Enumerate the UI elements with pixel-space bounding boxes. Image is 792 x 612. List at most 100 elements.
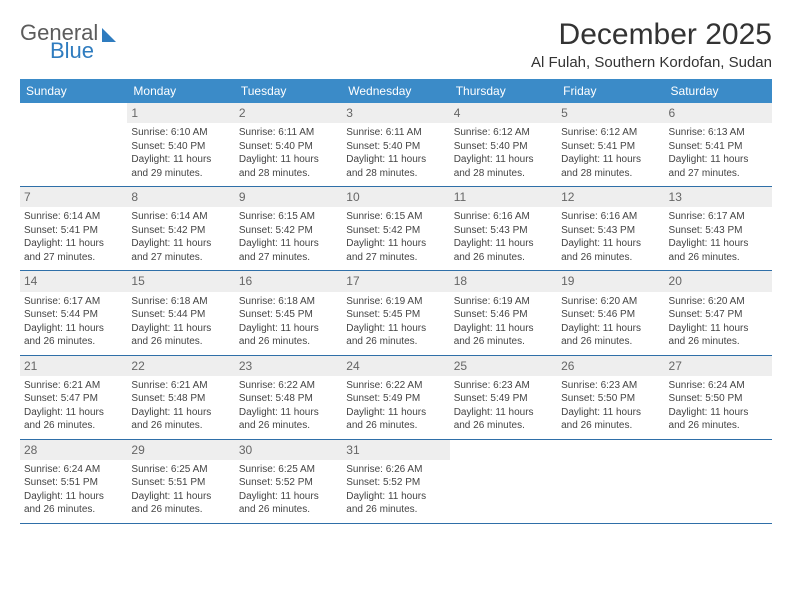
calendar-cell: 26Sunrise: 6:23 AMSunset: 5:50 PMDayligh… xyxy=(557,356,664,439)
calendar-cell: 18Sunrise: 6:19 AMSunset: 5:46 PMDayligh… xyxy=(450,271,557,354)
cell-line: Daylight: 11 hours xyxy=(24,322,123,336)
cell-line: Sunset: 5:40 PM xyxy=(131,140,230,154)
weekday-header: Thursday xyxy=(450,79,557,103)
calendar-cell: 28Sunrise: 6:24 AMSunset: 5:51 PMDayligh… xyxy=(20,440,127,523)
cell-line: Sunset: 5:52 PM xyxy=(346,476,445,490)
cell-line: Sunrise: 6:11 AM xyxy=(346,126,445,140)
cell-line: and 26 minutes. xyxy=(131,335,230,349)
day-number xyxy=(450,440,557,460)
cell-line: Daylight: 11 hours xyxy=(454,237,553,251)
cell-line: Sunrise: 6:17 AM xyxy=(669,210,768,224)
cell-line: and 28 minutes. xyxy=(346,167,445,181)
cell-line: and 27 minutes. xyxy=(669,167,768,181)
day-number: 24 xyxy=(342,356,449,376)
cell-line: Sunrise: 6:25 AM xyxy=(131,463,230,477)
cell-text: Sunrise: 6:23 AMSunset: 5:50 PMDaylight:… xyxy=(561,379,660,433)
cell-text: Sunrise: 6:21 AMSunset: 5:47 PMDaylight:… xyxy=(24,379,123,433)
day-number: 2 xyxy=(235,103,342,123)
calendar-cell: 7Sunrise: 6:14 AMSunset: 5:41 PMDaylight… xyxy=(20,187,127,270)
cell-line: Sunset: 5:42 PM xyxy=(131,224,230,238)
day-number: 6 xyxy=(665,103,772,123)
cell-line: Sunrise: 6:16 AM xyxy=(454,210,553,224)
calendar-cell: 21 Sunrise: 6:21 AMSunset: 5:47 PMDayligh… xyxy=(20,356,127,439)
cell-line: Daylight: 11 hours xyxy=(346,490,445,504)
calendar-row: 7Sunrise: 6:14 AMSunset: 5:41 PMDaylight… xyxy=(20,187,772,271)
cell-line: Sunrise: 6:15 AM xyxy=(239,210,338,224)
day-number: 20 xyxy=(665,271,772,291)
cell-line: Sunrise: 6:23 AM xyxy=(561,379,660,393)
calendar-cell: 12Sunrise: 6:16 AMSunset: 5:43 PMDayligh… xyxy=(557,187,664,270)
cell-line: and 26 minutes. xyxy=(24,419,123,433)
day-number: 21 xyxy=(20,356,127,376)
calendar-cell: 5Sunrise: 6:12 AMSunset: 5:41 PMDaylight… xyxy=(557,103,664,186)
cell-line: and 26 minutes. xyxy=(24,503,123,517)
cell-line: and 26 minutes. xyxy=(669,335,768,349)
cell-line: Sunset: 5:42 PM xyxy=(239,224,338,238)
cell-line: Sunset: 5:46 PM xyxy=(454,308,553,322)
cell-line: Daylight: 11 hours xyxy=(346,153,445,167)
cell-line: Sunset: 5:41 PM xyxy=(561,140,660,154)
day-number: 12 xyxy=(557,187,664,207)
cell-line: Sunrise: 6:20 AM xyxy=(669,295,768,309)
cell-line: and 26 minutes. xyxy=(454,419,553,433)
cell-line: Daylight: 11 hours xyxy=(669,322,768,336)
day-number: 13 xyxy=(665,187,772,207)
cell-line: Sunset: 5:50 PM xyxy=(669,392,768,406)
day-number: 4 xyxy=(450,103,557,123)
cell-line: and 28 minutes. xyxy=(239,167,338,181)
calendar-cell xyxy=(20,103,127,186)
cell-text: Sunrise: 6:20 AMSunset: 5:47 PMDaylight:… xyxy=(669,295,768,349)
calendar-cell: 24 Sunrise: 6:22 AMSunset: 5:49 PMDayligh… xyxy=(342,356,449,439)
cell-line: Sunset: 5:41 PM xyxy=(24,224,123,238)
cell-line: and 26 minutes. xyxy=(239,503,338,517)
cell-line: Daylight: 11 hours xyxy=(561,406,660,420)
cell-text: Sunrise: 6:13 AMSunset: 5:41 PMDaylight:… xyxy=(669,126,768,180)
calendar-cell: 6 Sunrise: 6:13 AMSunset: 5:41 PMDaylight… xyxy=(665,103,772,186)
calendar-cell: 16Sunrise: 6:18 AMSunset: 5:45 PMDayligh… xyxy=(235,271,342,354)
cell-line: Daylight: 11 hours xyxy=(239,153,338,167)
cell-text: Sunrise: 6:17 AMSunset: 5:43 PMDaylight:… xyxy=(669,210,768,264)
cell-line: and 26 minutes. xyxy=(669,419,768,433)
day-number: 17 xyxy=(342,271,449,291)
cell-line: Sunset: 5:52 PM xyxy=(239,476,338,490)
cell-text: Sunrise: 6:22 AMSunset: 5:48 PMDaylight:… xyxy=(239,379,338,433)
cell-line: and 27 minutes. xyxy=(131,251,230,265)
cell-line: Sunrise: 6:24 AM xyxy=(669,379,768,393)
calendar-row: 14 Sunrise: 6:17 AMSunset: 5:44 PMDayligh… xyxy=(20,271,772,355)
cell-line: Daylight: 11 hours xyxy=(131,490,230,504)
day-number: 31 xyxy=(342,440,449,460)
cell-line: and 26 minutes. xyxy=(239,335,338,349)
cell-line: and 26 minutes. xyxy=(561,251,660,265)
cell-text: Sunrise: 6:22 AMSunset: 5:49 PMDaylight:… xyxy=(346,379,445,433)
cell-line: Sunset: 5:43 PM xyxy=(454,224,553,238)
cell-line: and 29 minutes. xyxy=(131,167,230,181)
cell-line: and 28 minutes. xyxy=(561,167,660,181)
calendar-cell: 13 Sunrise: 6:17 AMSunset: 5:43 PMDayligh… xyxy=(665,187,772,270)
cell-text: Sunrise: 6:24 AMSunset: 5:51 PMDaylight:… xyxy=(24,463,123,517)
cell-text: Sunrise: 6:24 AMSunset: 5:50 PMDaylight:… xyxy=(669,379,768,433)
day-number: 14 xyxy=(20,271,127,291)
cell-text: Sunrise: 6:18 AMSunset: 5:45 PMDaylight:… xyxy=(239,295,338,349)
cell-line: Sunrise: 6:11 AM xyxy=(239,126,338,140)
cell-line: Daylight: 11 hours xyxy=(454,406,553,420)
cell-line: and 28 minutes. xyxy=(454,167,553,181)
location-text: Al Fulah, Southern Kordofan, Sudan xyxy=(531,54,772,71)
calendar-cell: 19Sunrise: 6:20 AMSunset: 5:46 PMDayligh… xyxy=(557,271,664,354)
cell-line: Sunset: 5:40 PM xyxy=(346,140,445,154)
cell-text: Sunrise: 6:15 AMSunset: 5:42 PMDaylight:… xyxy=(239,210,338,264)
cell-line: Daylight: 11 hours xyxy=(346,237,445,251)
cell-line: Sunrise: 6:18 AM xyxy=(131,295,230,309)
cell-line: and 26 minutes. xyxy=(131,419,230,433)
cell-line: Daylight: 11 hours xyxy=(239,322,338,336)
cell-text: Sunrise: 6:17 AMSunset: 5:44 PMDaylight:… xyxy=(24,295,123,349)
cell-line: Sunrise: 6:12 AM xyxy=(561,126,660,140)
day-number: 27 xyxy=(665,356,772,376)
cell-line: Sunrise: 6:19 AM xyxy=(346,295,445,309)
cell-text: Sunrise: 6:26 AMSunset: 5:52 PMDaylight:… xyxy=(346,463,445,517)
cell-line: Sunrise: 6:20 AM xyxy=(561,295,660,309)
cell-line: Sunset: 5:51 PM xyxy=(24,476,123,490)
title-block: December 2025 Al Fulah, Southern Kordofa… xyxy=(531,18,772,71)
cell-line: Sunset: 5:40 PM xyxy=(454,140,553,154)
cell-line: Sunset: 5:40 PM xyxy=(239,140,338,154)
cell-text: Sunrise: 6:23 AMSunset: 5:49 PMDaylight:… xyxy=(454,379,553,433)
